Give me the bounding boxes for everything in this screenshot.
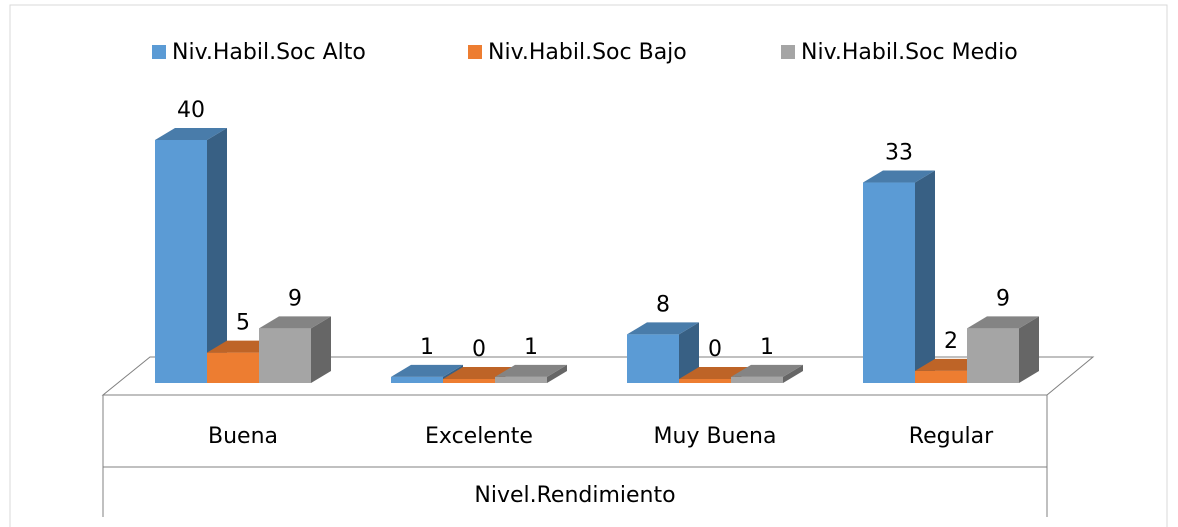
data-label: 33 — [885, 141, 913, 166]
bar-side — [783, 364, 803, 383]
bar — [967, 316, 1039, 383]
x-tick-label: Regular — [909, 424, 994, 449]
bar-front — [207, 352, 259, 383]
legend-swatch — [468, 45, 482, 59]
data-label: 5 — [236, 311, 250, 336]
x-tick-label: Muy Buena — [654, 424, 777, 449]
bar-front — [155, 140, 207, 383]
bar-front — [915, 370, 967, 383]
data-label: 9 — [996, 286, 1010, 311]
bar-top — [627, 322, 699, 335]
chart-border — [9, 4, 1168, 527]
bar — [863, 170, 935, 383]
bar — [627, 322, 699, 383]
bar-side — [915, 170, 935, 383]
bar-top — [155, 128, 227, 140]
bar-front — [627, 334, 679, 383]
bar — [155, 128, 227, 383]
legend-swatch — [781, 45, 795, 59]
bar-front — [731, 376, 783, 383]
data-label: 1 — [524, 335, 538, 360]
data-label: 1 — [420, 335, 434, 360]
x-tick-label: Buena — [208, 424, 278, 449]
data-label: 1 — [760, 335, 774, 360]
bar-top — [495, 364, 567, 377]
bar — [731, 364, 803, 383]
bar-side — [1019, 316, 1039, 383]
legend-swatch — [152, 45, 166, 59]
bar-front — [679, 379, 731, 383]
bar-top — [391, 364, 463, 377]
bar-front — [863, 182, 915, 383]
bar-top — [259, 316, 331, 329]
bar-top — [731, 364, 803, 377]
bar-side — [547, 364, 567, 383]
bar-top — [863, 170, 935, 183]
bar-front — [391, 376, 443, 383]
data-label: 0 — [472, 337, 486, 362]
bar-front — [443, 379, 495, 383]
data-label: 2 — [944, 329, 958, 354]
bar-front — [495, 376, 547, 383]
bar-side — [679, 322, 699, 383]
floor — [101, 356, 1095, 396]
data-label: 8 — [656, 292, 670, 317]
data-label: 9 — [288, 286, 302, 311]
legend-label: Niv.Habil.Soc Alto — [172, 40, 366, 65]
data-label: 0 — [708, 337, 722, 362]
x-tick-label: Excelente — [425, 424, 533, 449]
bar — [259, 316, 331, 383]
legend-label: Niv.Habil.Soc Bajo — [488, 40, 687, 65]
bar-top — [967, 316, 1039, 329]
bar-side — [311, 316, 331, 383]
data-label: 40 — [177, 98, 205, 123]
bar-front — [259, 328, 311, 383]
bar-front — [967, 328, 1019, 383]
x-axis-title: Nivel.Rendimiento — [474, 483, 675, 508]
legend-label: Niv.Habil.Soc Medio — [801, 40, 1018, 65]
bar — [495, 364, 567, 383]
bar-side — [207, 128, 227, 383]
